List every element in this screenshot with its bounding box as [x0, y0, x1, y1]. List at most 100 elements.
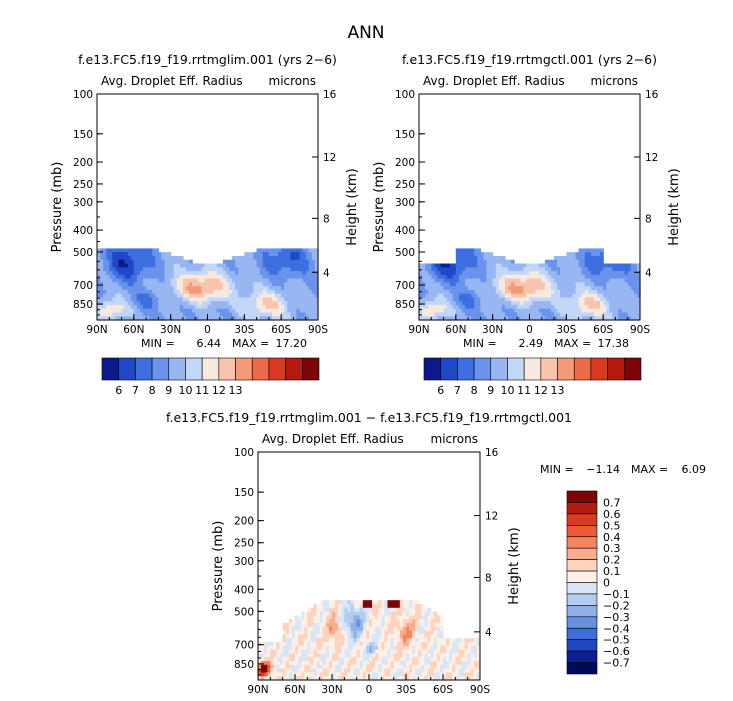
- field-cell: [409, 607, 413, 613]
- field-cell: [597, 301, 601, 306]
- field-cell: [600, 274, 604, 280]
- field-cell: [307, 642, 312, 647]
- field-cell: [152, 293, 156, 298]
- field-cell: [603, 286, 607, 291]
- field-cell: [287, 289, 291, 295]
- field-cell: [449, 308, 454, 314]
- field-cell: [201, 282, 206, 287]
- field-cell: [291, 634, 296, 639]
- field-cell: [97, 259, 101, 265]
- field-cell: [532, 274, 537, 280]
- field-cell: [198, 293, 202, 298]
- field-cell: [295, 676, 299, 681]
- field-cell: [275, 263, 279, 268]
- field-cell: [393, 645, 398, 651]
- field-cell: [302, 286, 307, 291]
- field-cell: [483, 316, 488, 321]
- field-cell: [446, 271, 451, 276]
- field-cell: [179, 278, 184, 283]
- x-tick-label: 0: [526, 324, 533, 336]
- field-cell: [201, 286, 206, 291]
- field-cell: [155, 297, 159, 302]
- field-cell: [241, 263, 245, 268]
- y-right-tick-label: 4: [323, 267, 330, 279]
- field-cell: [287, 286, 291, 291]
- field-cell: [609, 263, 613, 268]
- field-cell: [498, 274, 503, 280]
- field-cell: [149, 259, 153, 265]
- field-cell: [587, 255, 592, 261]
- field-cell: [287, 312, 291, 317]
- field-cell: [262, 255, 267, 261]
- field-cell: [106, 312, 110, 317]
- field-cell: [304, 657, 308, 662]
- field-cell: [483, 308, 488, 314]
- field-cell: [332, 642, 336, 647]
- field-cell: [480, 255, 485, 261]
- colorbar-label: 0.4: [603, 531, 621, 544]
- field-cell: [201, 304, 206, 310]
- field-cell: [428, 274, 432, 280]
- field-cell: [572, 255, 577, 261]
- field-cell: [335, 611, 339, 616]
- field-cell: [284, 308, 288, 314]
- field-cell: [578, 282, 583, 287]
- field-cell: [384, 604, 389, 609]
- field-cell: [572, 304, 577, 310]
- colorbar-swatch: [440, 357, 458, 381]
- field-cell: [290, 267, 295, 272]
- field-cell: [250, 286, 255, 291]
- field-cell: [492, 267, 497, 272]
- field-cell: [439, 676, 444, 681]
- field-cell: [158, 263, 163, 268]
- field-cell: [106, 255, 110, 261]
- field-cell: [578, 293, 583, 298]
- field-cell: [143, 301, 147, 306]
- field-cell: [566, 267, 570, 272]
- colorbar: 0.70.60.50.40.30.20.10−0.1−0.2−0.3−0.4−0…: [566, 490, 630, 675]
- field-cell: [161, 278, 166, 283]
- field-cell: [97, 308, 101, 314]
- field-cell: [578, 267, 583, 272]
- field-cell: [265, 289, 270, 295]
- field-cell: [256, 274, 261, 280]
- field-cell: [362, 642, 367, 647]
- field-cell: [557, 263, 561, 268]
- field-cell: [338, 619, 342, 624]
- field-cell: [387, 630, 392, 635]
- field-cell: [247, 286, 252, 291]
- field-cell: [353, 626, 358, 632]
- field-cell: [443, 645, 447, 651]
- field-cell: [369, 638, 373, 643]
- field-cell: [304, 630, 308, 635]
- field-cell: [630, 308, 635, 314]
- field-cell: [369, 626, 373, 632]
- field-cell: [146, 304, 150, 310]
- field-cell: [609, 267, 613, 272]
- field-cell: [492, 293, 497, 298]
- field-cell: [195, 267, 199, 272]
- field-cell: [290, 248, 295, 253]
- field-cell: [284, 282, 288, 287]
- field-cell: [624, 282, 629, 287]
- field-cell: [514, 267, 518, 272]
- field-cell: [356, 649, 361, 654]
- field-cell: [433, 668, 438, 673]
- colorbar-label: 0.3: [603, 542, 621, 555]
- field-cell: [439, 634, 444, 639]
- field-cell: [291, 668, 296, 673]
- field-cell: [406, 642, 410, 647]
- field-cell: [434, 312, 439, 317]
- field-cell: [483, 263, 488, 268]
- field-cell: [597, 312, 601, 317]
- field-cell: [302, 278, 307, 283]
- field-cell: [396, 668, 401, 673]
- field-cell: [143, 259, 147, 265]
- field-cell: [471, 271, 475, 276]
- field-cell: [284, 304, 288, 310]
- field-cell: [428, 297, 432, 302]
- field-cell: [228, 286, 233, 291]
- field-cell: [322, 649, 327, 654]
- field-cell: [489, 278, 494, 283]
- field-cell: [424, 672, 429, 677]
